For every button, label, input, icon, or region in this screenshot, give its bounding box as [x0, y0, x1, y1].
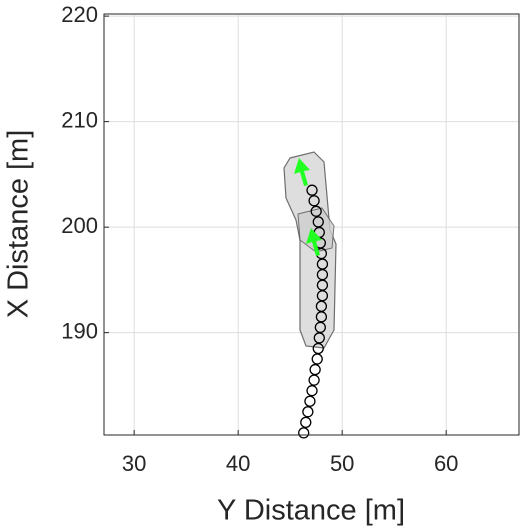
x-tick-label: 50 [330, 451, 354, 476]
trajectory-point [298, 427, 310, 439]
y-tick-label: 220 [61, 2, 98, 27]
x-tick-label: 40 [226, 451, 250, 476]
trajectory-point [302, 406, 314, 418]
x-tick-label: 60 [434, 451, 458, 476]
y-axis-label: X Distance [m] [3, 130, 35, 319]
vehicle-outline [283, 151, 337, 349]
trajectory-point [312, 216, 324, 228]
heading-arrow [306, 228, 322, 256]
trajectory-point [300, 416, 312, 428]
trajectory-point [309, 363, 321, 376]
y-tick-label: 200 [61, 213, 98, 238]
trajectory-point [310, 205, 322, 217]
trajectory-point [308, 195, 320, 207]
axes-box [103, 13, 520, 436]
y-tick-label: 210 [61, 107, 98, 132]
y-tick-label: 190 [61, 318, 98, 343]
x-tick-label: 30 [122, 451, 146, 476]
trajectory-point [306, 385, 318, 397]
heading-arrow [294, 158, 310, 186]
trajectory-point [306, 184, 318, 196]
x-axis-label: Y Distance [m] [217, 495, 405, 527]
trajectory-point [304, 395, 316, 407]
